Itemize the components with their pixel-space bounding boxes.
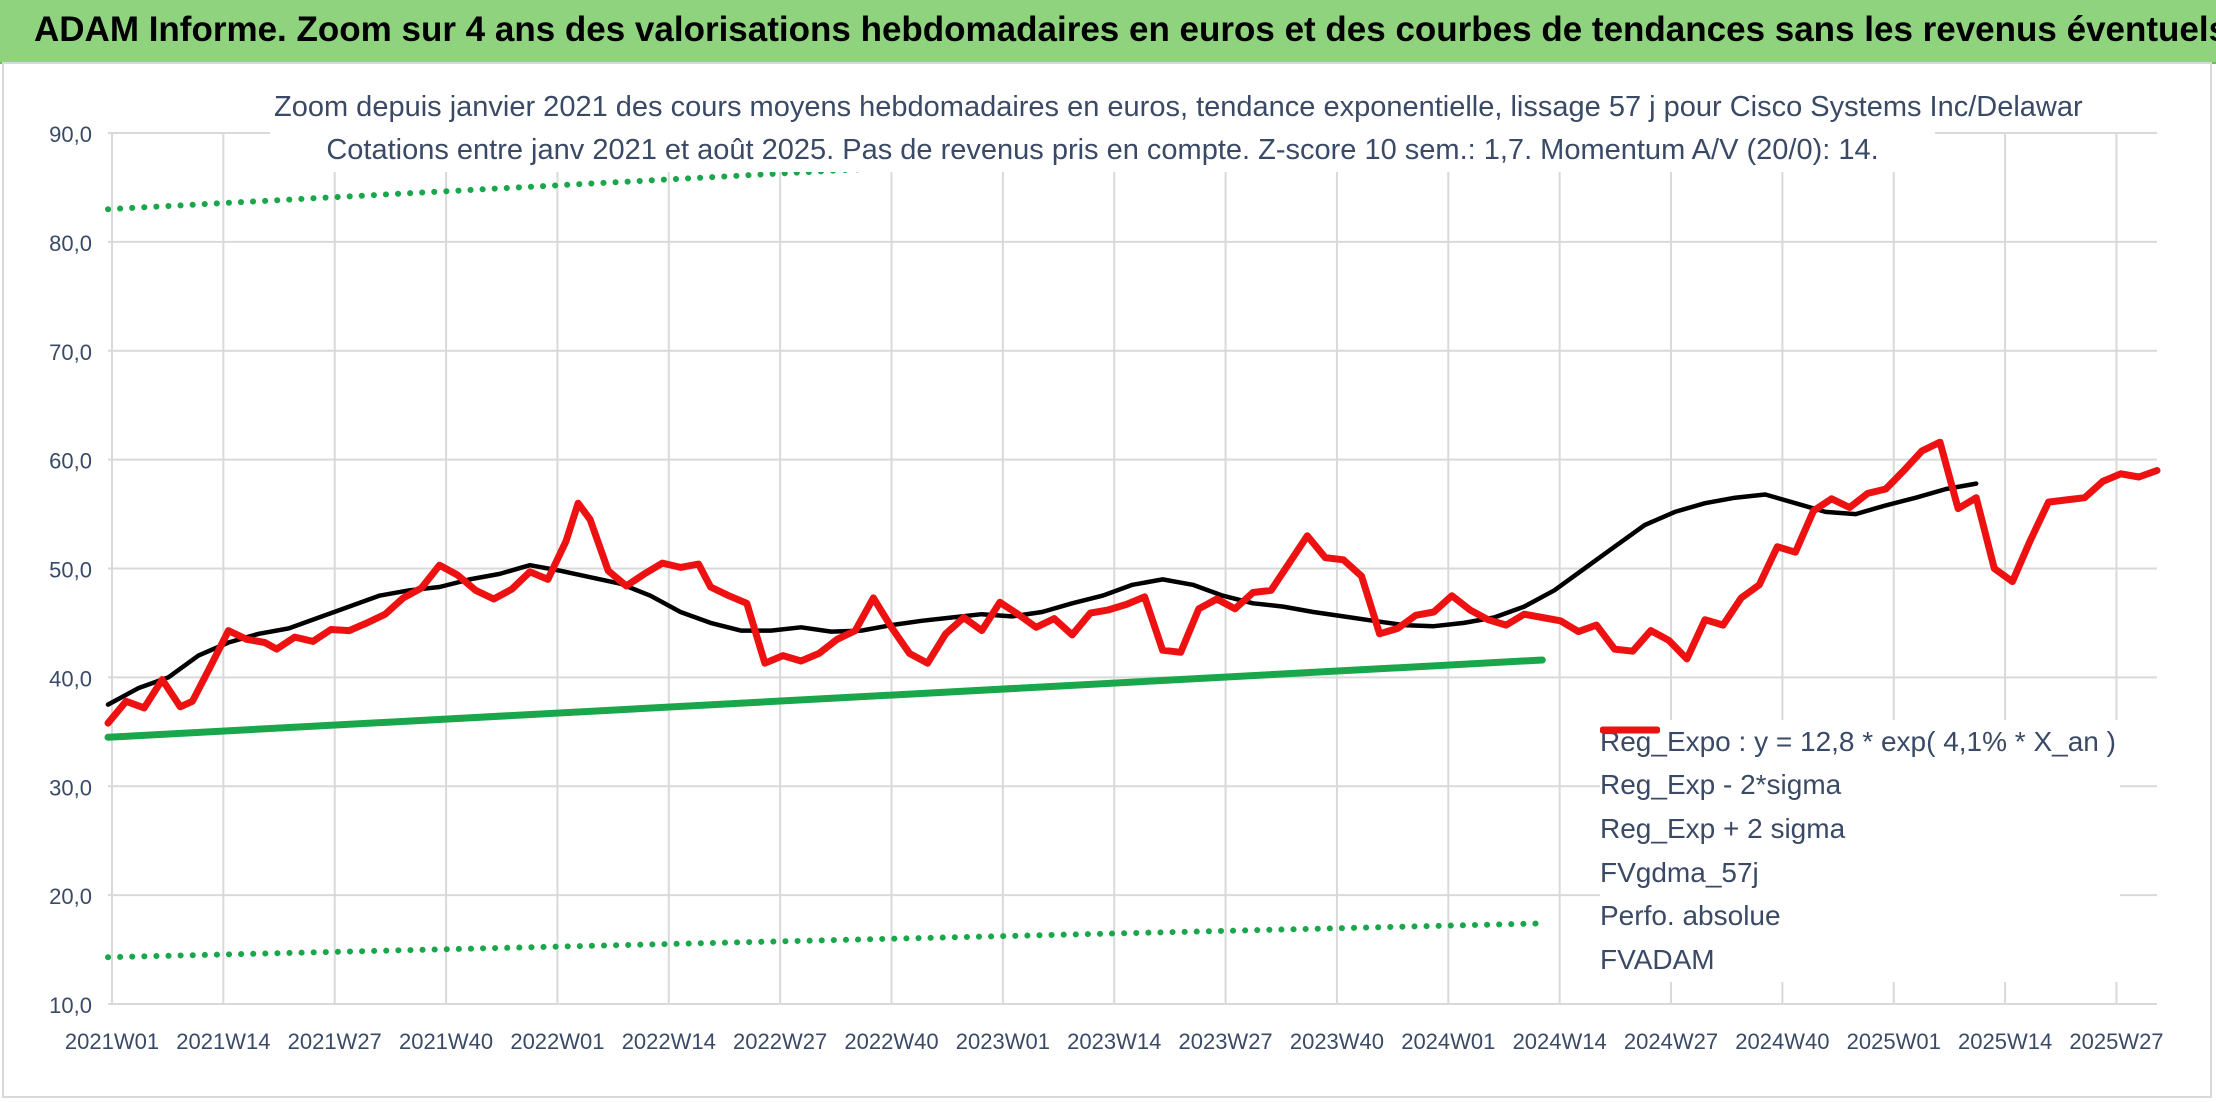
legend-label: Reg_Exp + 2 sigma	[1600, 812, 1846, 844]
x-tick-label: 2024W40	[1735, 1029, 1829, 1054]
x-tick-label: 2022W14	[622, 1029, 716, 1054]
x-tick-label: 2021W14	[176, 1029, 270, 1054]
y-tick-label: 80,0	[49, 231, 92, 256]
legend-swatch	[1600, 726, 1660, 734]
fvadam-line	[104, 438, 2161, 727]
legend-perfo-absolue: Perfo. absolue	[1600, 728, 2120, 938]
x-tick-label: 2023W27	[1178, 1029, 1272, 1054]
x-tick-label: 2024W27	[1624, 1029, 1718, 1054]
chart-title-line-2: Cotations entre janv 2021 et août 2025. …	[326, 134, 1879, 166]
chart-legend: Reg_Expo : y = 12,8 * exp( 4,1% * X_an )…	[1600, 720, 2120, 982]
legend-label: Reg_Exp - 2*sigma	[1600, 769, 1842, 801]
reg-exp-minus-2sigma-line	[105, 920, 1546, 961]
y-tick-label: 60,0	[49, 449, 92, 474]
legend-label: FVgdma_57j	[1600, 856, 1759, 888]
x-tick-label: 2021W27	[288, 1029, 382, 1054]
reg-expo-line	[104, 656, 1546, 741]
legend-reg-expo: Reg_Expo : y = 12,8 * exp( 4,1% * X_an )	[1600, 720, 2120, 764]
y-tick-label: 40,0	[49, 666, 92, 691]
legend-label: FVADAM	[1600, 943, 1715, 975]
x-tick-label: 2025W27	[2069, 1029, 2163, 1054]
x-tick-label: 2022W27	[733, 1029, 827, 1054]
header-banner: ADAM Informe. Zoom sur 4 ans des valoris…	[0, 0, 2216, 64]
chart-title-line-1: Zoom depuis janvier 2021 des cours moyen…	[274, 91, 2083, 123]
x-tick-label: 2022W01	[510, 1029, 604, 1054]
fvgdma-57j-line	[105, 481, 1979, 707]
page-title: ADAM Informe. Zoom sur 4 ans des valoris…	[34, 10, 2216, 49]
x-tick-label: 2024W01	[1401, 1029, 1495, 1054]
x-tick-label: 2023W14	[1067, 1029, 1161, 1054]
y-tick-label: 20,0	[49, 884, 92, 909]
y-tick-label: 50,0	[49, 558, 92, 583]
chart-frame	[2, 62, 2212, 1098]
legend-fvadam: FVADAM	[1600, 726, 2120, 982]
x-tick-label: 2025W14	[1958, 1029, 2052, 1054]
x-tick-label: 2023W40	[1290, 1029, 1384, 1054]
y-tick-label: 30,0	[49, 775, 92, 800]
legend-reg-exp-plus: Reg_Exp + 2 sigma	[1600, 727, 2120, 851]
y-tick-label: 70,0	[49, 340, 92, 365]
x-tick-label: 2022W40	[844, 1029, 938, 1054]
x-tick-label: 2021W40	[399, 1029, 493, 1054]
y-tick-label: 10,0	[49, 993, 92, 1018]
legend-fvgdma: FVgdma_57j	[1600, 727, 2120, 895]
legend-label: Reg_Expo : y = 12,8 * exp( 4,1% * X_an )	[1600, 725, 2116, 757]
y-tick-label: 90,0	[49, 122, 92, 147]
legend-label: Perfo. absolue	[1600, 900, 1781, 932]
legend-reg-exp-minus: Reg_Exp - 2*sigma	[1600, 727, 2120, 808]
chart-title: Zoom depuis janvier 2021 des cours moyen…	[270, 86, 2083, 172]
x-tick-label: 2025W01	[1847, 1029, 1941, 1054]
x-tick-label: 2024W14	[1513, 1029, 1607, 1054]
x-tick-label: 2021W01	[65, 1029, 159, 1054]
x-tick-label: 2023W01	[956, 1029, 1050, 1054]
